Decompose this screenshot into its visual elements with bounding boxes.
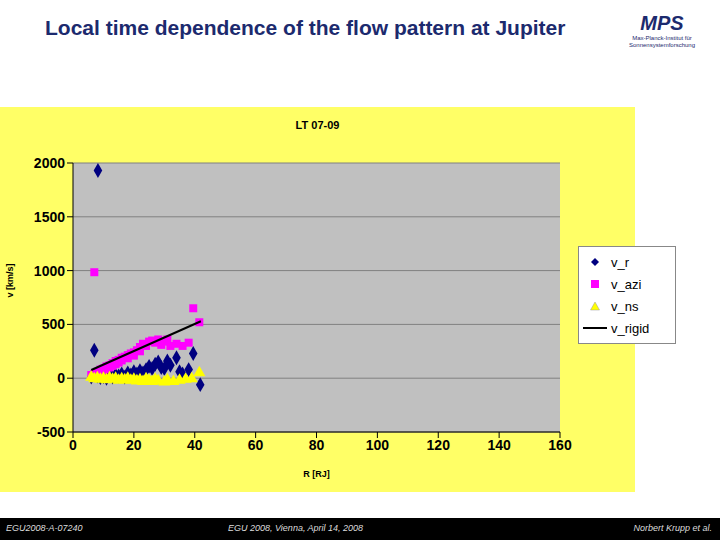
- html-text:v_r: v_r: [611, 254, 630, 270]
- html-text:v_ns: v_ns: [611, 298, 639, 314]
- svg-text:0: 0: [69, 437, 77, 453]
- svg-text:v [km/s]: v [km/s]: [8, 263, 15, 297]
- svg-text:20: 20: [126, 437, 142, 453]
- html-text:LT 07-09: LT 07-09: [295, 119, 340, 131]
- svg-text:60: 60: [248, 437, 264, 453]
- html-text:EGU2008-A-07240: EGU2008-A-07240: [6, 523, 83, 533]
- html-text:MPS: MPS: [640, 12, 684, 34]
- svg-text:500: 500: [42, 316, 66, 332]
- html-text:v_rigid: v_rigid: [611, 320, 650, 336]
- html-text:Max-Planck-Institut für Sonnen: Max-Planck-Institut für Sonnensystemfors…: [629, 35, 695, 48]
- html-text:EGU 2008, Vienna, April 14, 20: EGU 2008, Vienna, April 14, 2008: [228, 523, 364, 533]
- html-text:Norbert Krupp et al.: Norbert Krupp et al.: [633, 523, 712, 533]
- svg-text:160: 160: [548, 437, 572, 453]
- svg-text:80: 80: [309, 437, 325, 453]
- html-text:v_azi: v_azi: [611, 276, 642, 292]
- svg-text:120: 120: [427, 437, 451, 453]
- svg-text:40: 40: [187, 437, 203, 453]
- svg-text:100: 100: [366, 437, 390, 453]
- svg-text:-500: -500: [37, 424, 65, 440]
- svg-text:1000: 1000: [34, 263, 65, 279]
- svg-text:2000: 2000: [34, 155, 65, 171]
- html-text:Local time dependence of the f: Local time dependence of the flow patter…: [45, 16, 566, 39]
- svg-text:0: 0: [57, 370, 65, 386]
- svg-text:140: 140: [487, 437, 511, 453]
- svg-text:R [RJ]: R [RJ]: [303, 469, 330, 479]
- svg-text:1500: 1500: [34, 209, 65, 225]
